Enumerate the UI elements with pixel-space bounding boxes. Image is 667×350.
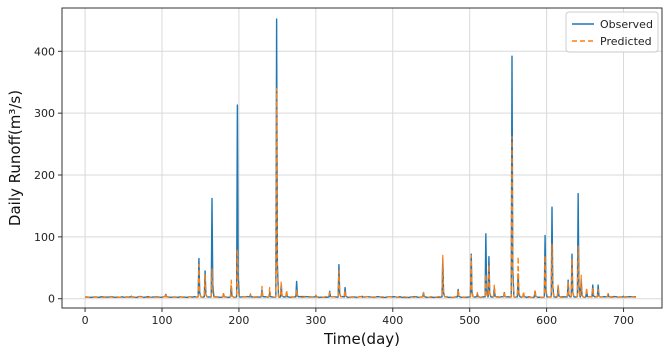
x-tick-label: 0	[82, 314, 89, 327]
legend-label-observed: Observed	[600, 18, 653, 31]
x-tick-label: 600	[536, 314, 557, 327]
y-axis-ticks: 0 100 200 300 400	[34, 45, 62, 306]
y-tick-label: 400	[34, 45, 55, 58]
legend: Observed Predicted	[565, 11, 659, 53]
x-tick-label: 700	[613, 314, 634, 327]
grid-lines	[62, 8, 662, 308]
x-tick-label: 400	[382, 314, 403, 327]
x-tick-label: 100	[152, 314, 173, 327]
legend-box	[565, 11, 659, 53]
y-tick-label: 300	[34, 107, 55, 120]
series-layer	[84, 18, 636, 299]
y-tick-label: 0	[48, 293, 55, 306]
x-tick-label: 500	[459, 314, 480, 327]
series-line-observed	[85, 18, 636, 299]
plot-frame	[61, 7, 663, 309]
y-axis-label: Daily Runoff(m³/s)	[6, 90, 24, 226]
x-axis-ticks: 0 100 200 300 400 500 600 700	[82, 308, 634, 327]
x-tick-label: 200	[228, 314, 249, 327]
y-tick-label: 100	[34, 231, 55, 244]
x-tick-label: 300	[305, 314, 326, 327]
legend-label-predicted: Predicted	[600, 35, 652, 48]
y-tick-label: 200	[34, 169, 55, 182]
x-axis-label: Time(day)	[323, 330, 400, 348]
